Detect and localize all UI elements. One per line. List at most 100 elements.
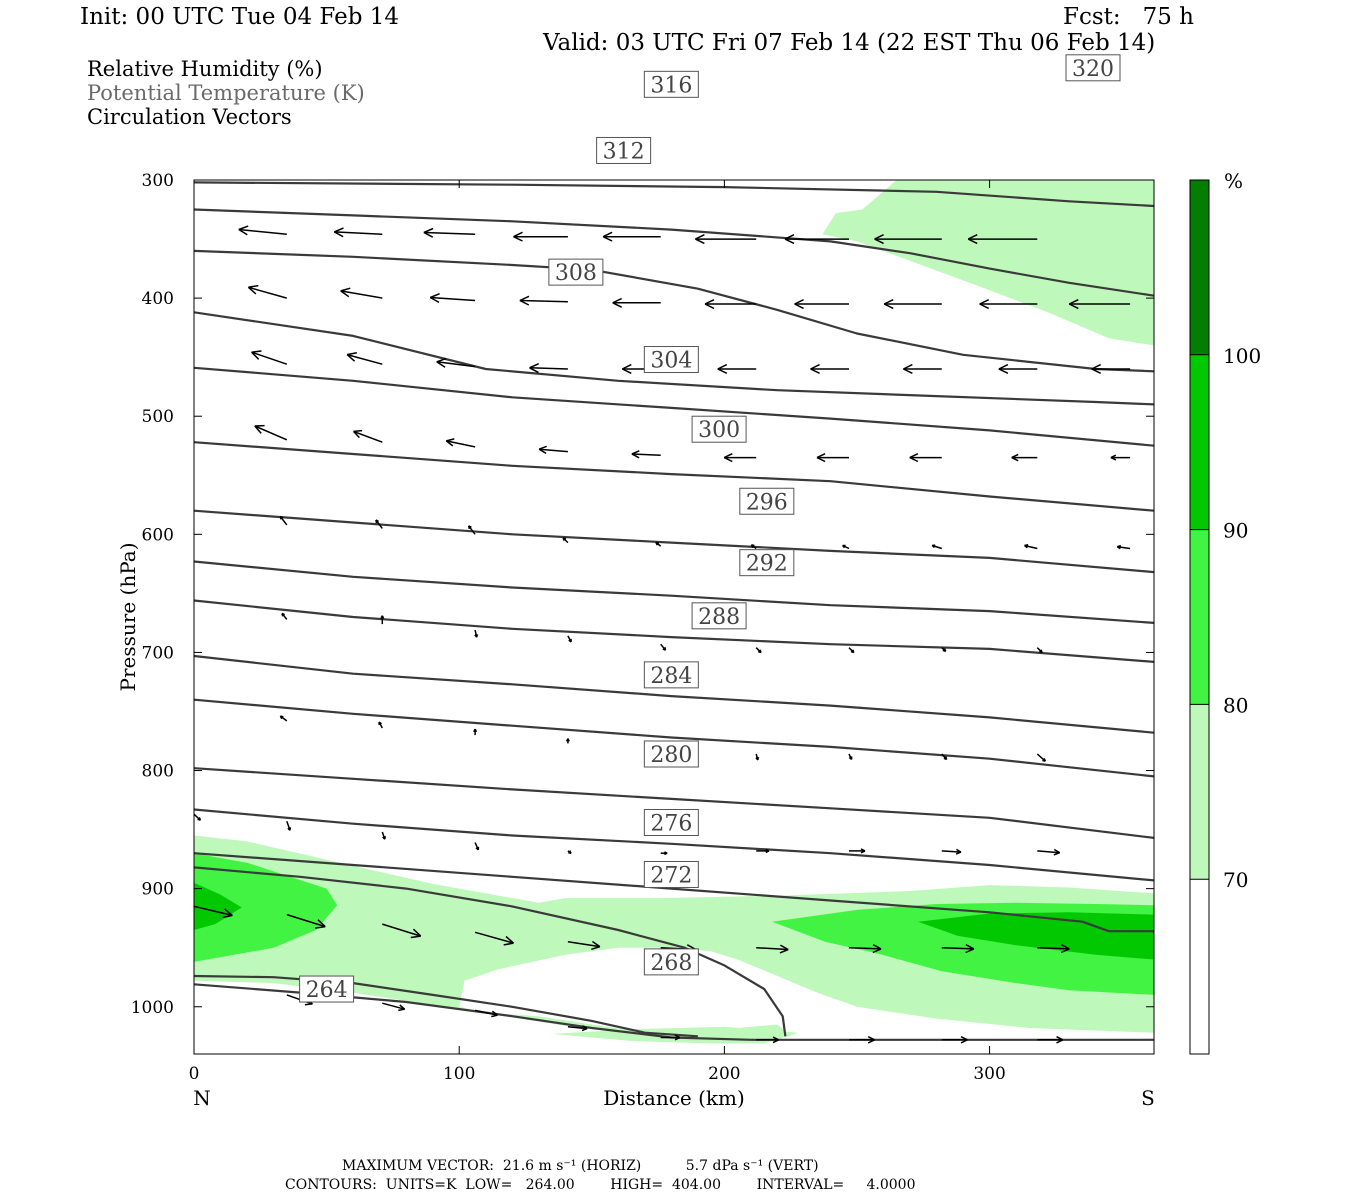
circulation-vector [909,453,942,463]
circulation-vector [941,848,962,855]
y-tick-label: 800 [142,762,174,782]
circulation-vector [1037,848,1061,856]
vector-head [519,299,530,306]
theta-contour-276 [194,808,1154,882]
vector-shaft [254,425,288,441]
colorbar-swatch [1190,704,1209,880]
circulation-vector [1110,454,1131,461]
vector-head [1117,544,1122,548]
vector-head [867,1036,875,1041]
vector-head [998,363,1009,370]
vector-head [662,648,666,651]
cross-section-chart: 264 268 272 276 280 284 288 292 296 300 304 308 312 3… [116,54,1261,1110]
vector-head [287,827,291,831]
y-tick-label: 1000 [131,998,174,1018]
x-tick-label: 0 [189,1064,200,1084]
vector-head [352,430,360,439]
vector-head [717,363,728,370]
vector-head [513,236,523,242]
vector-head [602,236,613,242]
circulation-vector [979,299,1038,310]
circulation-vector [340,287,383,299]
vector-head [304,1003,313,1006]
vector-shaft [346,353,383,365]
circulation-vector [474,931,514,946]
circulation-vector [286,913,326,929]
vector-head [872,948,882,954]
circulation-vector [931,544,943,550]
field-rh-label: Relative Humidity (%) [87,57,323,81]
vector-head [410,935,421,939]
circulation-vector [436,357,476,368]
circulation-vector [375,519,383,529]
vector-shaft [382,1002,405,1010]
circulation-vector [941,1036,968,1044]
contour-label-box [691,415,747,443]
theta-contour-272 [194,852,1154,933]
vector-head [423,227,434,234]
vector-head [883,303,894,310]
vector-head [816,453,826,459]
vector-head [475,847,479,851]
contour-label-box [1065,54,1121,82]
vector-head [340,287,351,292]
circulation-vector [346,352,383,365]
vector-shaft [1036,753,1046,762]
contour-label-box [643,740,699,768]
vector-head [382,836,386,840]
y-tick-label: 600 [142,525,174,545]
vector-head [238,228,248,236]
vector-head [378,721,382,725]
contour-label-box [643,70,699,98]
vector-head [794,303,804,310]
x-tick-label: 300 [973,1064,1005,1084]
vector-head [780,944,789,951]
circulation-vector [848,753,853,760]
circulation-vector [756,848,770,854]
vector-head [810,363,820,370]
theta-contour-312 [194,311,1154,406]
circulation-vector [794,299,849,310]
vector-shaft [436,361,476,368]
vector-head [505,935,514,944]
vector-head [423,231,434,238]
vector-head [631,450,640,455]
circulation-vector [1116,544,1131,550]
theta-contour-316 [194,249,1154,373]
circulation-vector [378,721,383,729]
circulation-vector [849,1036,875,1044]
vector-head [965,948,975,954]
circulation-vector [194,813,202,821]
vector-head [1053,851,1060,856]
x-axis-right-end: S [1141,1086,1155,1110]
vector-shaft [567,941,601,948]
vector-head [280,515,284,519]
vector-head [967,238,978,245]
circulation-vector [755,647,762,654]
circulation-vector [695,234,757,245]
contour-label-box [691,602,747,630]
colorbar: 70 80 90 100 [1189,179,1261,1055]
vector-head [567,738,570,742]
circulation-vector [445,438,476,448]
circulation-vector [810,363,849,374]
contour-label-304: 304 [650,349,692,374]
vector-head [872,944,882,950]
contour-labels: 264 268 272 276 280 284 288 292 296 300 304 308 312 3… [299,54,1121,1003]
circulation-vector [382,923,422,939]
max-vector-info: MAXIMUM VECTOR: 21.6 m s⁻¹ (HORIZ) 5.7 d… [342,1158,819,1174]
vector-head [765,850,770,854]
circulation-vector [381,831,386,840]
vector-shaft [251,351,288,365]
circulation-vector [848,944,882,954]
vector-head [491,1014,498,1018]
circulation-vector [474,629,479,638]
vector-shaft [1037,850,1060,854]
vector-head [1056,1036,1064,1041]
vector-shaft [340,290,383,299]
circulation-vector [941,647,947,653]
contour-label-276: 276 [650,812,692,837]
circulation-vector [750,544,757,550]
contour-label-284: 284 [650,664,692,689]
circulation-vector [352,429,383,443]
